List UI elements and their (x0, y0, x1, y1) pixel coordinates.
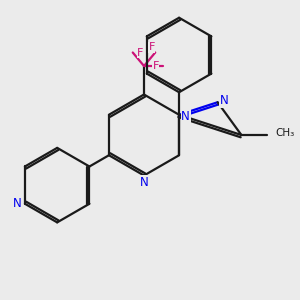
Text: N: N (140, 176, 148, 189)
Text: CH₃: CH₃ (275, 128, 295, 138)
Text: N: N (13, 197, 22, 210)
Text: F: F (148, 42, 155, 52)
Text: F: F (152, 61, 159, 71)
Text: N: N (181, 110, 190, 123)
Text: F: F (137, 47, 143, 58)
Text: N: N (220, 94, 229, 107)
